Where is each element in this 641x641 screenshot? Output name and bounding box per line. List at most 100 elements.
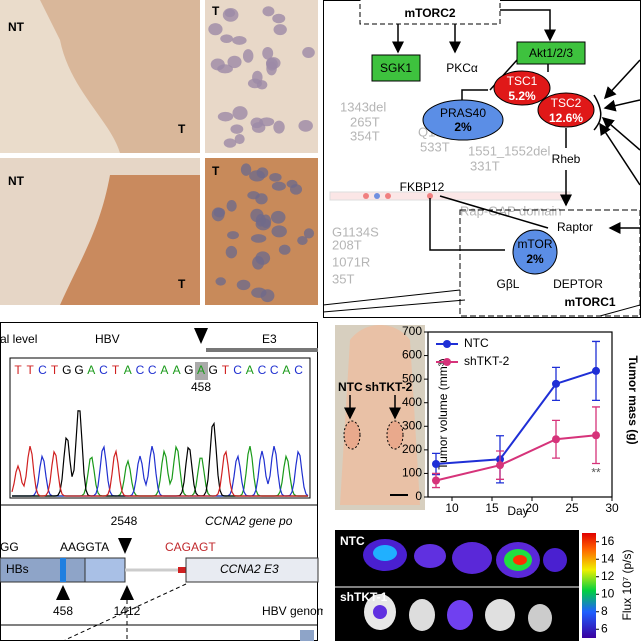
exon-box — [185, 557, 319, 583]
nucleus — [211, 207, 225, 222]
mutation-dot — [427, 193, 433, 199]
mutation: 265T — [350, 114, 380, 129]
mutation: 208T — [332, 237, 362, 252]
nucleus — [272, 13, 286, 24]
group-label: NTC — [340, 534, 365, 548]
mutation: 1551_1552del — [468, 143, 551, 158]
base: G — [209, 363, 218, 377]
legend-marker — [443, 358, 451, 366]
arrow — [603, 59, 641, 100]
exon-box — [84, 557, 126, 583]
genome-box — [300, 630, 314, 641]
y2-axis-title: Tumor mass (g) — [626, 355, 640, 444]
base: C — [136, 363, 145, 377]
frequency: 5.2% — [508, 89, 536, 103]
nucleus — [298, 119, 313, 132]
point — [552, 379, 560, 388]
inhibit — [593, 94, 602, 131]
y-tick-label: 500 — [402, 371, 422, 385]
base: T — [51, 363, 59, 377]
tumor-region — [60, 175, 200, 305]
nucleus — [266, 61, 277, 76]
nucleus — [269, 172, 282, 182]
colorbar-tick-label: 8 — [601, 604, 608, 618]
domain-label: Rap-GAP domain — [460, 203, 562, 218]
nucleus — [227, 231, 239, 240]
frequency: 2% — [454, 120, 472, 134]
base: C — [99, 363, 108, 377]
base: A — [160, 363, 168, 377]
mutation: 533T — [420, 139, 450, 154]
colorbar — [582, 533, 596, 638]
nucleus — [262, 46, 274, 60]
x-tick-label: 25 — [565, 501, 579, 515]
mutation: 35T — [332, 271, 354, 286]
node-label: PKCα — [446, 61, 478, 75]
nucleus — [255, 251, 271, 265]
base: C — [270, 363, 279, 377]
signals — [363, 539, 567, 632]
point — [496, 461, 504, 470]
photo-label: shTKT-2 — [365, 380, 413, 394]
y-tick-label: 0 — [415, 489, 422, 503]
junction-marker — [194, 328, 208, 344]
point — [592, 366, 600, 375]
x-tick-label: 20 — [525, 501, 539, 515]
ihc-label: T — [212, 164, 220, 178]
nucleus — [273, 24, 287, 36]
nucleus — [297, 235, 308, 245]
nucleus — [260, 289, 275, 303]
nucleus — [223, 138, 237, 148]
nucleus — [250, 234, 267, 243]
pathway-panel: 1343del 265T 354T Q1377X 533T 1551_1552d… — [322, 0, 641, 318]
nucleus — [226, 200, 237, 212]
base: A — [246, 363, 254, 377]
mutation-dot — [363, 193, 369, 199]
node-label: Raptor — [557, 220, 593, 234]
base: T — [222, 363, 230, 377]
box-label: HBs — [6, 562, 29, 576]
nucleus — [236, 279, 251, 291]
y-tick-label: 300 — [402, 418, 422, 432]
ihc-label: T — [178, 122, 186, 136]
nucleus — [232, 106, 248, 120]
connector — [64, 583, 187, 641]
node-label: GβL — [497, 277, 520, 291]
frequency: 12.6% — [549, 111, 583, 125]
node — [422, 99, 504, 141]
track-label: CCNA2 gene po — [205, 514, 293, 528]
mutation: G1134S — [332, 224, 379, 239]
nucleus — [224, 9, 236, 18]
y-tick-label: 400 — [402, 395, 422, 409]
sequence-label: GG — [0, 540, 19, 554]
point — [592, 431, 600, 440]
nucleus — [234, 133, 245, 145]
mutation: 1071R — [332, 254, 370, 269]
nucleus — [302, 47, 315, 59]
nucleus — [289, 184, 303, 195]
y-tick-label: 100 — [402, 466, 422, 480]
node-label: TSC2 — [551, 96, 582, 110]
node — [537, 92, 595, 128]
x-axis-title: Day — [507, 504, 528, 518]
nucleus — [303, 228, 315, 239]
tumor-outline — [343, 420, 361, 450]
tumor-region — [40, 0, 200, 153]
nucleus — [259, 117, 275, 127]
nucleus — [217, 111, 234, 122]
nucleus — [208, 23, 223, 36]
node-label: TSC1 — [507, 74, 538, 88]
position-label: 1412 — [114, 604, 141, 618]
nucleus — [249, 170, 265, 182]
nucleus — [240, 163, 252, 176]
box-label: CCNA2 E3 — [220, 562, 279, 576]
arrow — [500, 9, 556, 42]
y-axis-title: Tumor volume (mm³) — [436, 358, 450, 470]
base: A — [282, 363, 290, 377]
highlight — [195, 362, 208, 380]
nucleus — [271, 225, 287, 238]
mouse — [340, 325, 420, 505]
track-label: al level — [0, 332, 37, 346]
x-tick-label: 15 — [485, 501, 499, 515]
